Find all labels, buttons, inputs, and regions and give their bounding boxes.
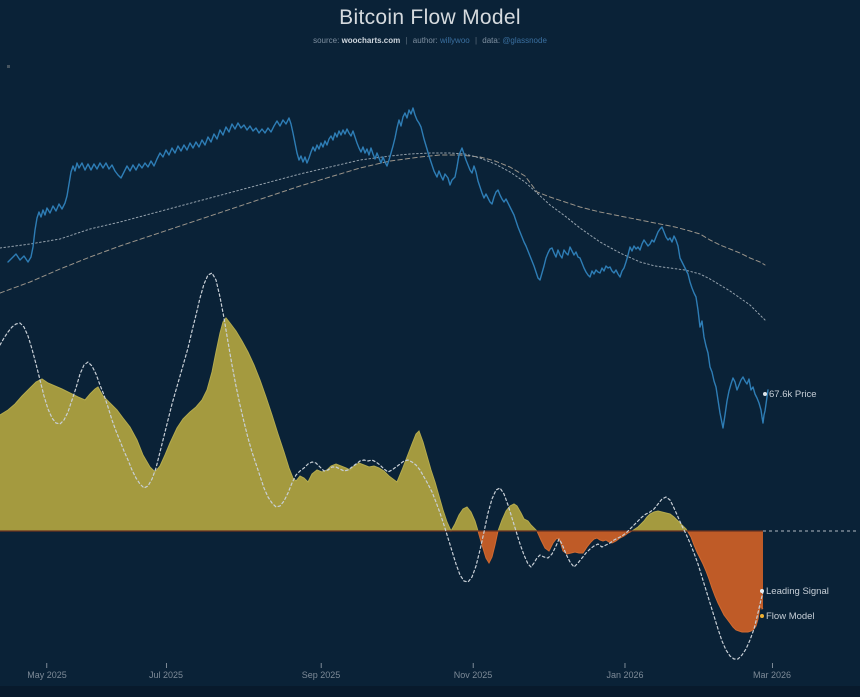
chart-subtitle: source: woocharts.com | author: willywoo… bbox=[0, 36, 860, 45]
leading-signal-dot bbox=[760, 589, 764, 594]
subtitle-divider: | bbox=[474, 36, 478, 45]
page-title: Bitcoin Flow Model bbox=[339, 6, 521, 29]
source-value: woocharts.com bbox=[341, 36, 401, 45]
price-end-dot bbox=[763, 392, 767, 397]
flow-model-dot bbox=[760, 614, 764, 619]
price-end-label: 67.6k Price bbox=[763, 389, 817, 400]
author-link[interactable]: willywoo bbox=[439, 36, 470, 45]
data-label: data: bbox=[482, 36, 501, 45]
author-label: author: bbox=[412, 36, 438, 45]
source-label: source: bbox=[313, 36, 340, 45]
corner-marker-dot bbox=[7, 65, 10, 68]
footer-strip bbox=[0, 686, 860, 697]
subtitle-divider: | bbox=[405, 36, 408, 45]
legend-item-leading-signal: Leading Signal bbox=[760, 586, 829, 597]
legend-item-flow-model: Flow Model bbox=[760, 611, 815, 622]
data-source-link[interactable]: @glassnode bbox=[502, 36, 547, 45]
